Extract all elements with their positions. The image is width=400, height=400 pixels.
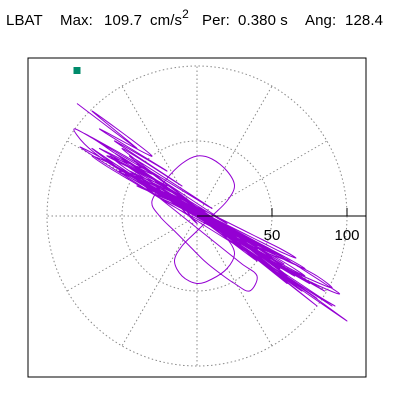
- grid-spoke-240: [121, 215, 198, 347]
- grid-spoke-30: [196, 140, 328, 217]
- start-marker: [73, 67, 81, 74]
- max-unit-base: cm/s: [150, 12, 183, 29]
- max-value: 109.7: [104, 12, 143, 29]
- period-label: Per:: [202, 12, 230, 29]
- angle-value: 128.4: [345, 12, 384, 29]
- chart-header: LBAT Max: 109.7 cm/s2 Per: 0.380 s Ang: …: [0, 0, 400, 40]
- grid-spoke-60: [196, 85, 273, 217]
- angle-label: Ang:: [305, 12, 337, 29]
- marker-group: [73, 67, 81, 74]
- motion-trace-group: [73, 103, 348, 322]
- grid-spoke-210: [66, 215, 198, 292]
- max-unit-exponent: 2: [182, 7, 189, 21]
- radial-tick-label-100: 100: [334, 227, 359, 244]
- radial-tick-label-50: 50: [264, 227, 281, 244]
- grid-spoke-120: [121, 85, 198, 217]
- motion-trace: [73, 103, 348, 322]
- radial-axis: 50 100: [197, 208, 366, 244]
- station-code: LBAT: [6, 12, 43, 29]
- period-value: 0.380 s: [238, 12, 288, 29]
- max-unit: cm/s2: [150, 7, 189, 31]
- max-label: Max:: [60, 12, 93, 29]
